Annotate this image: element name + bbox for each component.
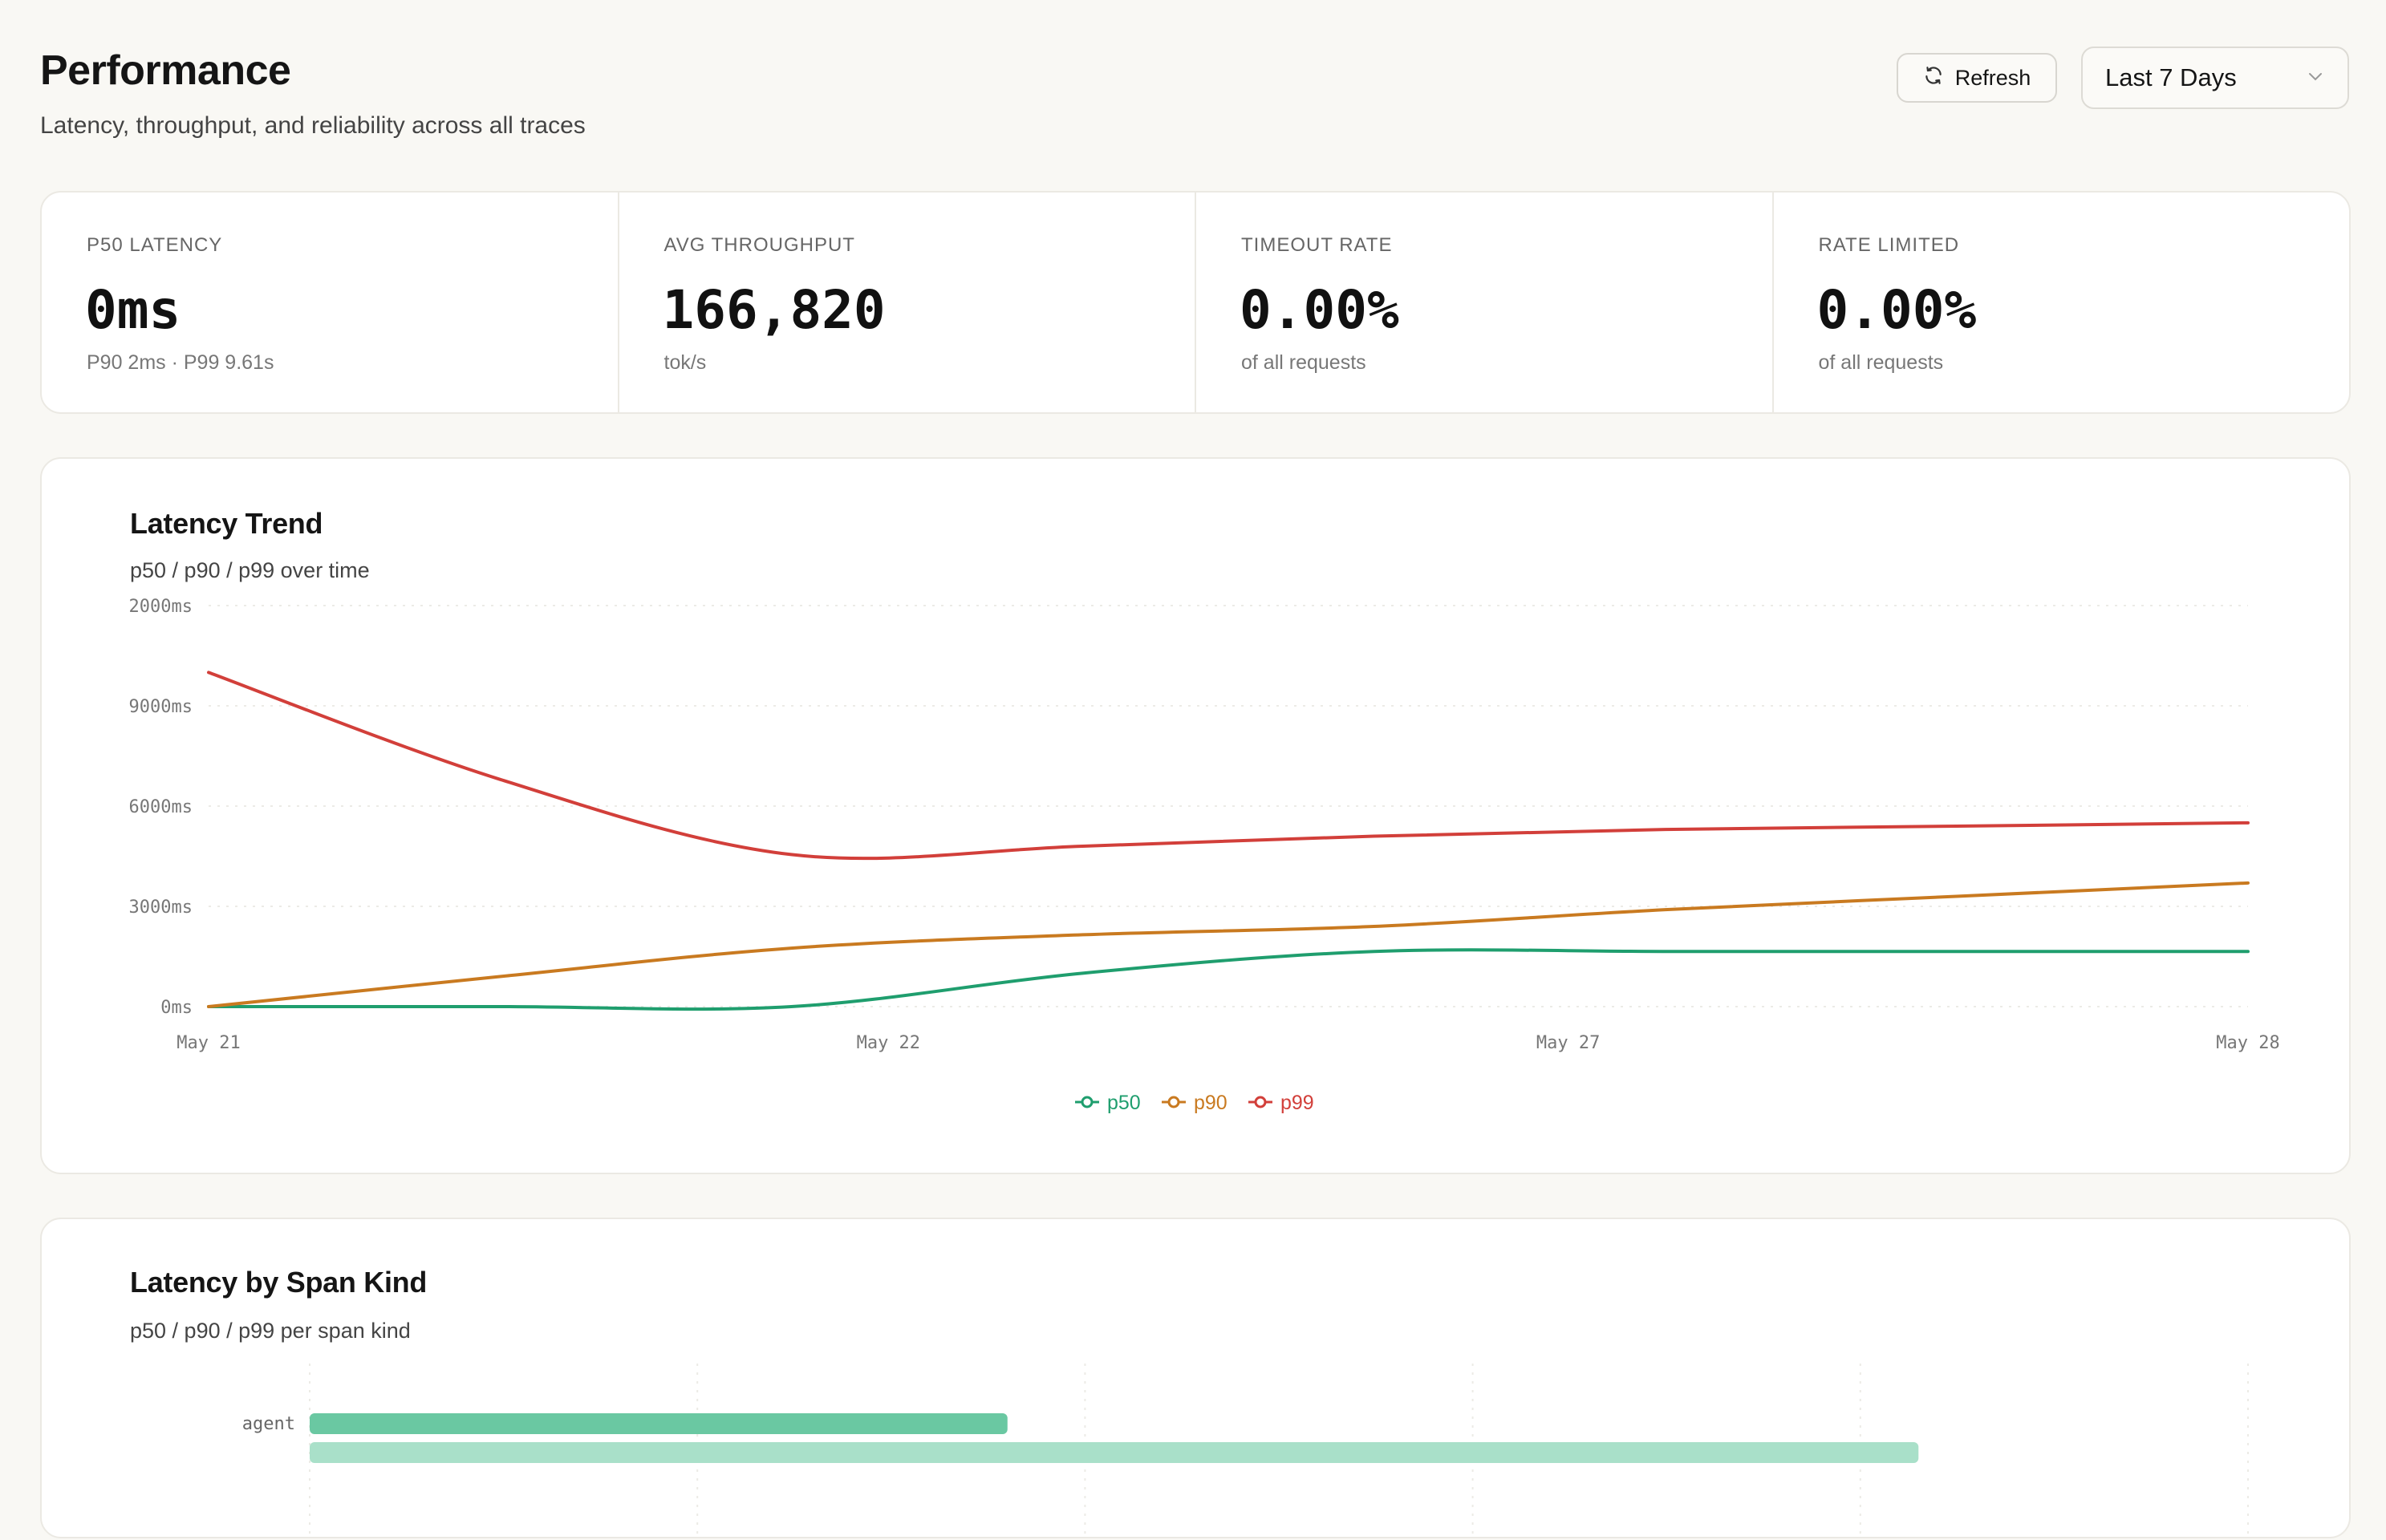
refresh-button-label: Refresh (1954, 65, 2031, 90)
latency-trend-card: Latency Trend p50 / p90 / p99 over time … (40, 457, 2351, 1174)
legend-label: p50 (1107, 1092, 1141, 1114)
stat-avg-throughput: AVG THROUGHPUT 166,820 tok/s (619, 192, 1196, 412)
x-tick-label: May 21 (177, 1033, 240, 1053)
x-tick-label: May 27 (1536, 1033, 1600, 1053)
y-tick-label: 2000ms (129, 597, 193, 617)
latency-by-span-kind-card: Latency by Span Kind p50 / p90 / p99 per… (40, 1218, 2351, 1540)
x-tick-label: May 28 (2216, 1033, 2279, 1053)
latency-trend-chart: 0ms 3000ms 6000ms 9000ms 2000ms May 21 May 22 M… (129, 597, 2280, 1114)
y-tick-label: 0ms (160, 998, 193, 1018)
stat-value: 0ms (85, 279, 181, 341)
category-label: agent (242, 1414, 295, 1434)
latency-trend-title: Latency Trend (130, 507, 323, 540)
stat-sub: tok/s (663, 351, 707, 374)
legend-label: p90 (1194, 1092, 1227, 1114)
x-tick-label: May 22 (857, 1033, 920, 1053)
stat-label: P50 LATENCY (87, 234, 223, 256)
span-kind-subtitle: p50 / p90 / p99 per span kind (130, 1319, 411, 1343)
date-range-select[interactable]: Last 7 Days (2081, 47, 2349, 109)
stat-timeout-rate: TIMEOUT RATE 0.00% of all requests (1196, 192, 1774, 412)
page-subtitle: Latency, throughput, and reliability acr… (40, 112, 586, 139)
stat-value: 0.00% (1816, 279, 1977, 341)
stats-card: P50 LATENCY 0ms P90 2ms · P99 9.61s AVG … (40, 191, 2351, 414)
span-kind-title: Latency by Span Kind (130, 1266, 428, 1299)
stat-value: 0.00% (1240, 279, 1399, 341)
series-line-p90 (207, 881, 2250, 1008)
y-tick-label: 9000ms (129, 697, 193, 717)
stat-sub: of all requests (1818, 351, 1944, 374)
stat-value: 166,820 (662, 279, 886, 341)
y-tick-label: 6000ms (129, 797, 193, 817)
stat-rate-limited: RATE LIMITED 0.00% of all requests (1774, 192, 2350, 412)
stat-sub: of all requests (1241, 351, 1366, 374)
page-title: Performance (40, 47, 291, 94)
legend-item-p90[interactable]: p90 (1162, 1092, 1227, 1114)
date-range-value: Last 7 Days (2105, 63, 2237, 91)
latency-trend-subtitle: p50 / p90 / p99 over time (130, 558, 370, 582)
stat-p50-latency: P50 LATENCY 0ms P90 2ms · P99 9.61s (42, 192, 619, 412)
series-line-p50 (207, 948, 2250, 1011)
legend-item-p99[interactable]: p99 (1248, 1092, 1314, 1114)
stat-label: TIMEOUT RATE (1241, 234, 1393, 256)
span-kind-chart: agent (242, 1364, 2249, 1540)
legend-label: p99 (1280, 1092, 1314, 1114)
chevron-down-icon (2306, 63, 2325, 92)
series-line-p99 (207, 671, 2250, 861)
stat-label: RATE LIMITED (1818, 234, 1960, 256)
stat-sub: P90 2ms · P99 9.61s (87, 351, 274, 374)
refresh-icon (1923, 65, 1944, 91)
bar-agent-p90[interactable] (310, 1442, 1919, 1463)
y-tick-label: 3000ms (129, 898, 193, 918)
refresh-button[interactable]: Refresh (1897, 53, 2057, 103)
stat-label: AVG THROUGHPUT (663, 234, 855, 256)
bar-agent-p50[interactable] (310, 1413, 1008, 1434)
legend-item-p50[interactable]: p50 (1075, 1092, 1141, 1114)
